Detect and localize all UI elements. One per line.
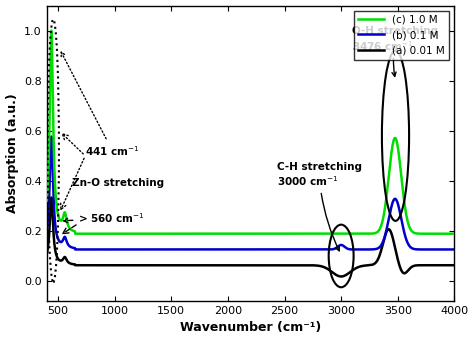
Y-axis label: Absorption (a.u.): Absorption (a.u.) xyxy=(6,94,18,213)
(c) 1.0 M xyxy=(368,232,374,236)
(b) 0.1 M xyxy=(64,241,70,245)
X-axis label: Wavenumber (cm⁻¹): Wavenumber (cm⁻¹) xyxy=(180,321,321,335)
Line: (c) 1.0 M: (c) 1.0 M xyxy=(47,31,455,234)
(a) 0.01 M xyxy=(48,195,54,200)
(c) 1.0 M xyxy=(191,232,197,236)
(b) 0.1 M xyxy=(44,229,50,233)
Line: (a) 0.01 M: (a) 0.01 M xyxy=(47,198,455,276)
(b) 0.1 M xyxy=(191,248,197,252)
(a) 0.01 M xyxy=(44,252,50,256)
(b) 0.1 M xyxy=(346,247,352,251)
(c) 1.0 M xyxy=(285,232,291,236)
(c) 1.0 M xyxy=(72,232,78,236)
(c) 1.0 M xyxy=(346,232,352,236)
(b) 0.1 M xyxy=(452,248,457,252)
(a) 0.01 M xyxy=(303,263,309,267)
(c) 1.0 M xyxy=(452,232,457,236)
(b) 0.1 M xyxy=(285,248,291,252)
(c) 1.0 M xyxy=(48,29,54,33)
(c) 1.0 M xyxy=(303,232,309,236)
Text: > 560 cm$^{-1}$: > 560 cm$^{-1}$ xyxy=(64,211,145,225)
(b) 0.1 M xyxy=(48,135,54,139)
(a) 0.01 M xyxy=(368,263,374,267)
Text: C-H stretching
3000 cm$^{-1}$: C-H stretching 3000 cm$^{-1}$ xyxy=(277,162,362,251)
(b) 0.1 M xyxy=(368,248,374,252)
(a) 0.01 M xyxy=(452,263,457,267)
(a) 0.01 M xyxy=(191,263,197,267)
(a) 0.01 M xyxy=(64,259,70,263)
(a) 0.01 M xyxy=(338,274,344,278)
(c) 1.0 M xyxy=(44,199,50,203)
Line: (b) 0.1 M: (b) 0.1 M xyxy=(47,137,455,250)
Text: 441 cm$^{-1}$: 441 cm$^{-1}$ xyxy=(61,52,140,158)
(c) 1.0 M xyxy=(64,221,70,225)
Text: Zn-O stretching: Zn-O stretching xyxy=(72,178,164,188)
(b) 0.1 M xyxy=(303,248,309,252)
(b) 0.1 M xyxy=(72,248,78,252)
(a) 0.01 M xyxy=(285,263,291,267)
(a) 0.01 M xyxy=(346,271,352,275)
Text: O-H stretching
3476 cm$^{-1}$: O-H stretching 3476 cm$^{-1}$ xyxy=(353,27,438,76)
Legend: (c) 1.0 M, (b) 0.1 M, (a) 0.01 M: (c) 1.0 M, (b) 0.1 M, (a) 0.01 M xyxy=(354,11,449,60)
